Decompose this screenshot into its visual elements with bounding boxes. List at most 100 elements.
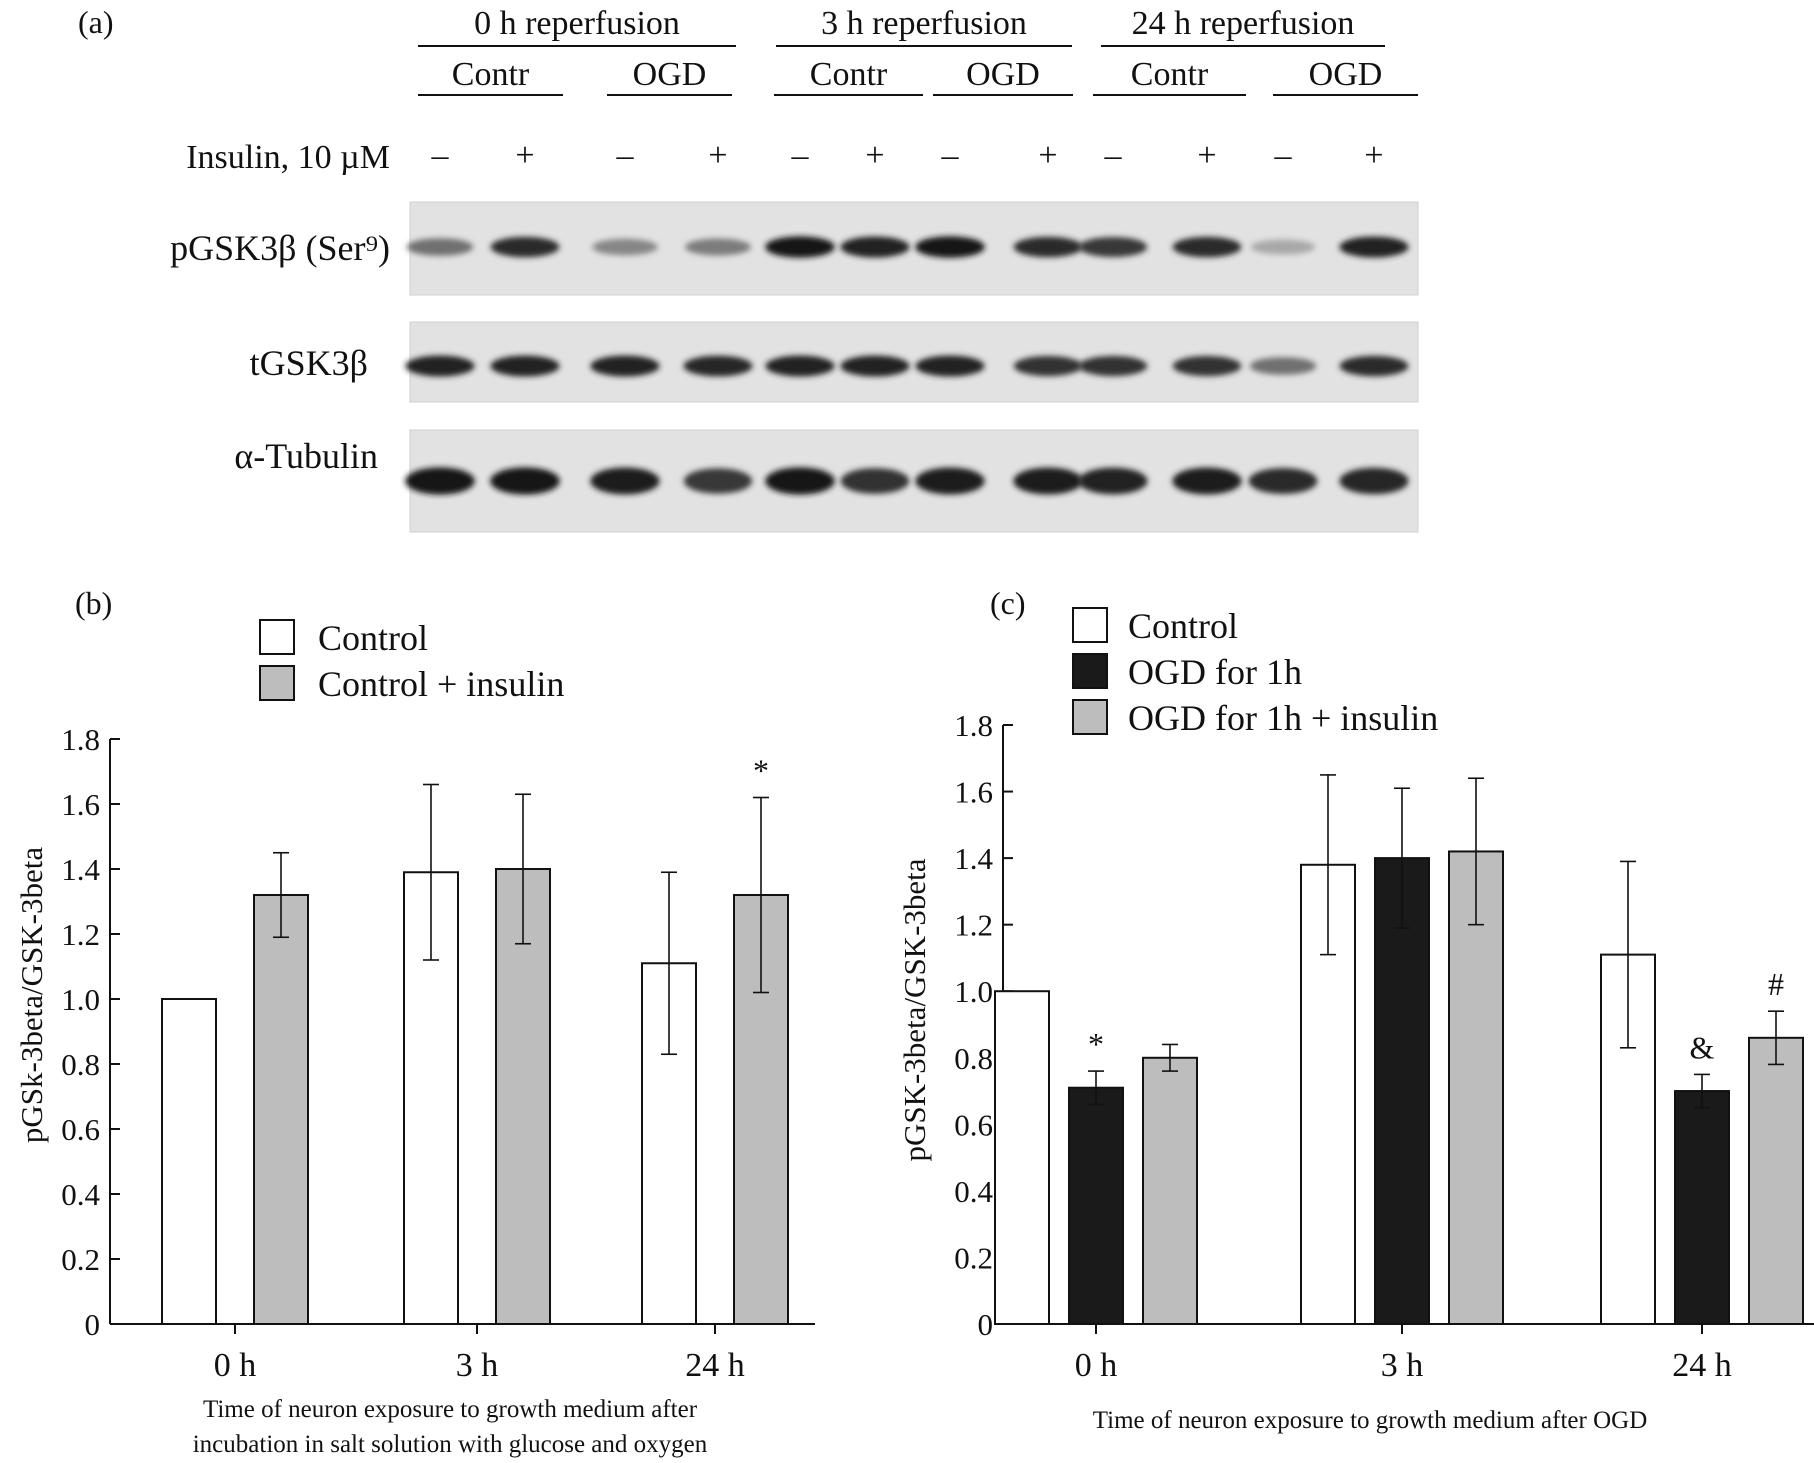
- blot-band: [840, 236, 910, 258]
- x-axis-label-b-line2: incubation in salt solution with glucose…: [193, 1431, 708, 1458]
- legend-swatch: [259, 665, 295, 701]
- y-tick-label: 0.6: [61, 1112, 100, 1147]
- legend-label: OGD for 1h + insulin: [1128, 698, 1438, 738]
- blot-band: [1172, 467, 1242, 495]
- treatment-group-label: Contr: [810, 56, 888, 93]
- insulin-plus-sign: +: [515, 137, 534, 174]
- y-tick-label: 0.2: [61, 1242, 100, 1277]
- blot-band: [1078, 467, 1148, 495]
- y-tick-label: 0.2: [954, 1240, 993, 1275]
- blot-band: [915, 355, 985, 377]
- legend-swatch: [1072, 653, 1108, 689]
- blot-band: [1078, 355, 1148, 377]
- blot-band: [1078, 236, 1148, 258]
- significance-marker: *: [1088, 1026, 1104, 1062]
- western-blot-panel: (a) 0 h reperfusion 3 h reperfusion 24 h r…: [78, 4, 1419, 533]
- y-tick-label: 1.0: [61, 982, 100, 1017]
- bar: [1674, 1090, 1730, 1325]
- x-tick-label: 3 h: [456, 1347, 499, 1384]
- treatment-group-label: Contr: [452, 56, 530, 93]
- blot-band: [915, 467, 985, 495]
- blot-band: [1013, 467, 1083, 495]
- x-tick-label: 24 h: [685, 1347, 745, 1384]
- blot-band: [1249, 357, 1317, 375]
- blot-band: [406, 238, 474, 256]
- treatment-group-label: OGD: [1309, 56, 1383, 93]
- bar: [1374, 857, 1430, 1325]
- blot-band: [592, 238, 658, 256]
- reperfusion-group-label: 24 h reperfusion: [1132, 5, 1355, 42]
- blot-band: [590, 467, 660, 495]
- legend-c: Control OGD for 1h OGD for 1h + insulin: [1072, 606, 1438, 738]
- insulin-plus-sign: +: [1038, 137, 1057, 174]
- legend-label: Control: [318, 618, 428, 658]
- y-tick-label: 1.0: [954, 974, 993, 1009]
- bar: [1600, 953, 1656, 1325]
- y-tick-label: 0.6: [954, 1107, 993, 1142]
- y-tick-label: 1.8: [954, 708, 993, 743]
- bars-c: * & #: [994, 774, 1804, 1326]
- significance-marker: *: [753, 753, 769, 789]
- legend-swatch: [1072, 699, 1108, 735]
- blot-strip: [405, 429, 1419, 533]
- blot-band: [405, 467, 475, 495]
- blot-band: [683, 468, 753, 494]
- blot-band: [1172, 236, 1242, 258]
- blot-band: [405, 355, 475, 377]
- blot-band: [1339, 355, 1409, 377]
- bar-chart-c: (c) Control OGD for 1h OGD for 1h + insuli…: [897, 585, 1814, 1434]
- panel-c-label: (c): [990, 585, 1026, 621]
- significance-marker: &: [1690, 1029, 1715, 1065]
- x-tick-label: 3 h: [1381, 1347, 1424, 1384]
- y-tick-label: 0: [978, 1307, 994, 1342]
- blot-band: [840, 355, 910, 377]
- y-tick-label: 1.4: [61, 852, 100, 887]
- x-axis-label-c: Time of neuron exposure to growth medium…: [1093, 1407, 1648, 1434]
- x-tick-label: 0 h: [214, 1347, 257, 1384]
- y-axis-label-b: pGSk-3beta/GSK-3beta: [14, 847, 49, 1143]
- insulin-minus-sign: –: [1104, 137, 1123, 174]
- blot-band: [490, 467, 560, 495]
- panel-a-label: (a): [78, 4, 114, 40]
- legend-b: Control Control + insulin: [259, 618, 564, 704]
- blot-band: [765, 236, 835, 258]
- legend-label: Control + insulin: [318, 664, 564, 704]
- y-tick-label: 0.8: [954, 1041, 993, 1076]
- blot-strip: [405, 321, 1419, 403]
- bar: [1748, 1036, 1804, 1326]
- blot-band: [765, 467, 835, 495]
- y-tick-label: 1.4: [954, 841, 993, 876]
- y-tick-label: 0.4: [61, 1177, 100, 1212]
- x-tick-label: 24 h: [1672, 1347, 1732, 1384]
- insulin-minus-sign: –: [941, 137, 960, 174]
- reperfusion-group-label: 0 h reperfusion: [474, 5, 680, 42]
- insulin-row-label: Insulin, 10 µM: [186, 139, 390, 176]
- blot-band: [683, 355, 753, 377]
- bar: [994, 990, 1050, 1325]
- insulin-signs: – + – + – + – + – + – +: [431, 137, 1384, 174]
- insulin-minus-sign: –: [431, 137, 450, 174]
- insulin-plus-sign: +: [865, 137, 884, 174]
- y-tick-label: 1.6: [954, 775, 993, 810]
- x-tick-label: 0 h: [1075, 1347, 1118, 1384]
- blot-strip: [406, 201, 1419, 296]
- y-tick-label: 1.6: [61, 787, 100, 822]
- insulin-minus-sign: –: [616, 137, 635, 174]
- treatment-group-headers: Contr OGD Contr OGD Contr OGD: [418, 56, 1418, 96]
- y-tick-label: 1.8: [61, 722, 100, 757]
- axes-b: 0 0.2 0.4 0.6 0.8 1.0 1.2 1.4 1.6 1.8 0 h 3 h 24 h: [61, 722, 815, 1384]
- insulin-minus-sign: –: [1274, 137, 1293, 174]
- y-tick-label: 1.2: [61, 917, 100, 952]
- blot-band: [490, 355, 560, 377]
- bar: [161, 998, 217, 1325]
- y-tick-label: 0: [85, 1307, 101, 1342]
- bars-b: *: [161, 753, 789, 1325]
- blot-band: [765, 355, 835, 377]
- blot-band: [1172, 355, 1242, 377]
- blot-label: α-Tubulin: [234, 436, 378, 476]
- blot-label: tGSK3β: [250, 343, 368, 383]
- blot-band: [1248, 467, 1318, 495]
- significance-marker: #: [1768, 966, 1784, 1002]
